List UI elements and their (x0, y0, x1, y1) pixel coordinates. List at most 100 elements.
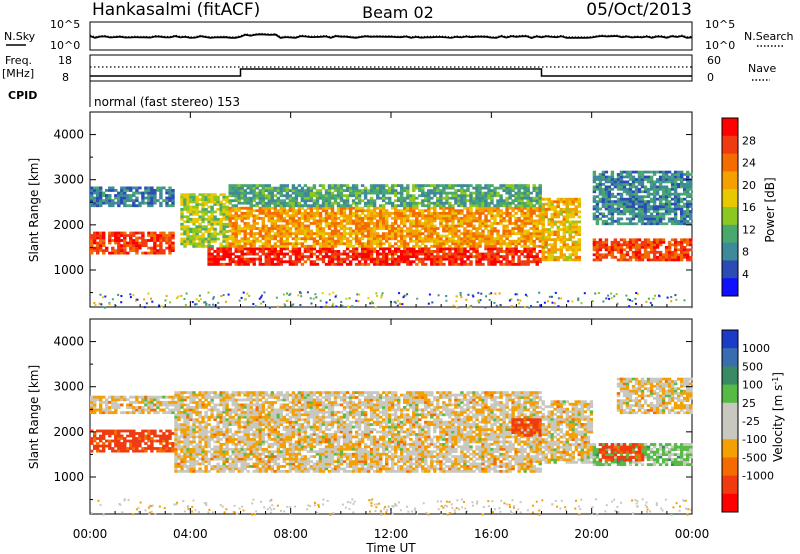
power-cell (222, 217, 226, 221)
power-cell (619, 187, 624, 191)
power-cell (646, 222, 651, 226)
power-cell (333, 194, 338, 198)
power-cell (279, 244, 284, 248)
power-cell (321, 196, 326, 200)
power-cell (562, 235, 567, 239)
power-speckle (652, 305, 655, 308)
power-cell (249, 244, 253, 248)
power-cell (544, 197, 548, 201)
power-cell (418, 247, 422, 251)
power-cell (451, 239, 455, 243)
power-cell (306, 234, 311, 238)
power-cell (637, 187, 642, 191)
power-cell (111, 199, 115, 203)
power-cell (228, 206, 232, 210)
power-cells (90, 170, 693, 309)
power-cell (658, 175, 663, 179)
power-speckle (309, 297, 312, 300)
power-cell (376, 234, 380, 238)
velocity-cell (174, 403, 178, 407)
power-cell (168, 244, 172, 248)
power-cell (333, 184, 338, 188)
power-cell (249, 224, 253, 228)
power-cell (385, 234, 389, 238)
power-cell (427, 184, 431, 188)
power-cell (403, 219, 407, 223)
power-cell (162, 236, 166, 240)
power-cell (195, 220, 199, 224)
power-cell (499, 234, 503, 238)
power-cell (180, 198, 184, 201)
power-cell (661, 255, 666, 259)
power-cell (643, 195, 648, 199)
power-cell (598, 253, 603, 257)
velocity-cell (174, 406, 178, 409)
power-cell (439, 216, 443, 220)
power-cell (312, 206, 317, 210)
power-cell (318, 216, 323, 220)
power-cell (195, 205, 199, 209)
power-cell (369, 260, 374, 264)
power-cell (354, 227, 359, 230)
power-cell (689, 258, 693, 262)
power-cell (216, 252, 220, 256)
power-cell (285, 222, 290, 225)
power-cell (382, 216, 386, 220)
power-cell (345, 222, 350, 225)
power-cell (676, 192, 681, 196)
power-cell (490, 242, 494, 246)
power-cell (499, 184, 503, 188)
power-cell (598, 238, 603, 242)
power-cell (637, 170, 642, 174)
power-cell (400, 244, 404, 248)
power-cell (520, 204, 524, 208)
power-cell (186, 217, 190, 221)
velocity-cell (147, 447, 151, 450)
power-cell (400, 199, 404, 203)
power-cell (565, 230, 570, 234)
power-cell (324, 262, 329, 266)
power-cell (568, 225, 573, 229)
power-speckle (403, 294, 406, 297)
power-speckle (254, 305, 257, 308)
power-cell (363, 186, 368, 190)
power-cell (369, 242, 374, 246)
power-cell (592, 258, 597, 262)
power-cell (204, 217, 208, 221)
power-cell (315, 211, 320, 215)
power-cell (327, 250, 332, 253)
power-cell (619, 250, 624, 254)
power-cell (279, 234, 284, 238)
power-cell (493, 239, 497, 243)
power-cell (655, 170, 660, 174)
power-cell (622, 210, 627, 213)
power-cell (475, 191, 479, 195)
power-cell (192, 200, 196, 204)
power-cell (204, 193, 208, 197)
power-cell (243, 237, 247, 241)
power-cell (670, 192, 675, 196)
power-cell (634, 243, 639, 247)
power-cell (634, 215, 639, 218)
power-cell (162, 249, 166, 253)
power-cell (315, 232, 320, 236)
power-cell (562, 210, 567, 214)
power-cell (565, 228, 570, 231)
velocity-cell (93, 406, 97, 409)
power-cell (646, 255, 651, 259)
power-cell (385, 216, 389, 220)
power-cell (96, 191, 100, 195)
velocity-cell (132, 429, 136, 433)
power-cell (159, 189, 163, 192)
power-cell (309, 250, 314, 253)
power-cell (354, 194, 359, 198)
power-cell (249, 250, 253, 253)
power-cell (520, 252, 524, 256)
power-cell (451, 237, 455, 241)
power-cell (670, 243, 675, 247)
power-speckle (557, 297, 560, 300)
power-cell (686, 192, 690, 196)
power-cell (418, 260, 422, 264)
noise-right-tick-low: 10^0 (705, 39, 735, 52)
power-cell (466, 239, 470, 243)
